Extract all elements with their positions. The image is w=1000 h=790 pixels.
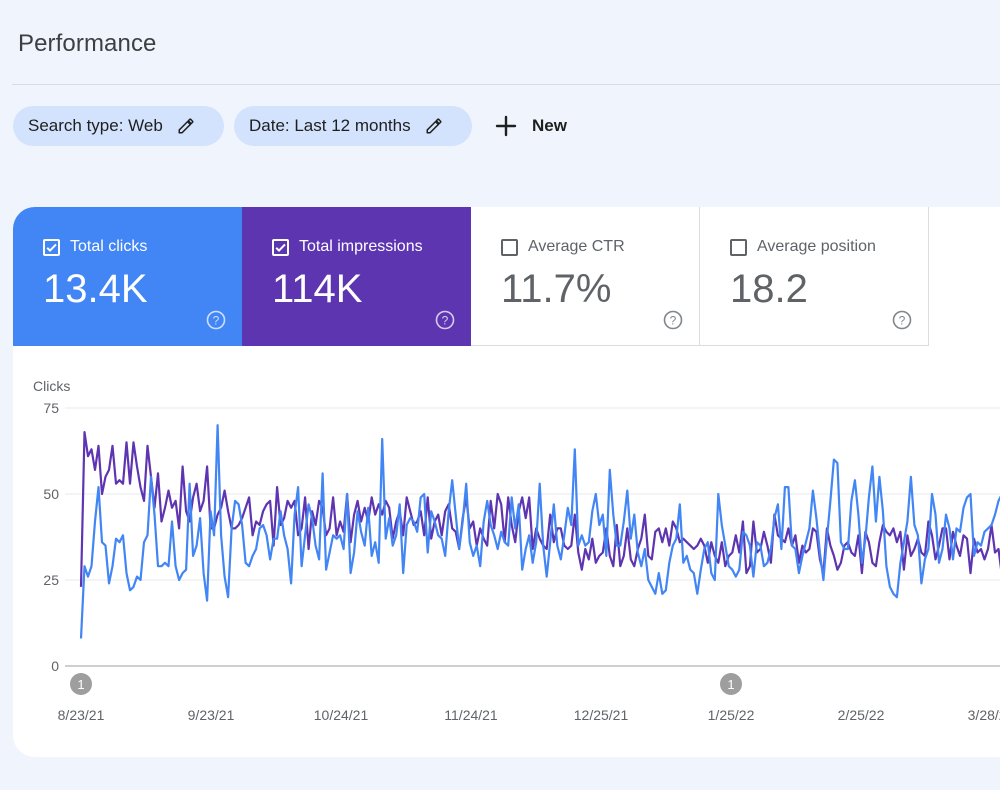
x-tick-label: 9/23/21 bbox=[188, 707, 235, 723]
average-ctr-checkbox[interactable] bbox=[501, 239, 518, 256]
total-impressions-checkbox[interactable] bbox=[272, 239, 289, 256]
help-circle-icon[interactable]: ? bbox=[435, 310, 455, 330]
clicks-series-line bbox=[79, 424, 1000, 639]
x-tick-label: 1/25/22 bbox=[708, 707, 755, 723]
help-circle-icon[interactable]: ? bbox=[663, 310, 683, 330]
average-position-value: 18.2 bbox=[730, 267, 808, 311]
check-icon bbox=[46, 243, 57, 253]
y-tick-label: 25 bbox=[43, 572, 59, 588]
annotation-marker[interactable]: 1 bbox=[70, 673, 92, 695]
help-circle-icon[interactable]: ? bbox=[892, 310, 912, 330]
annotation-label: 1 bbox=[727, 677, 734, 692]
total-impressions-value: 114K bbox=[272, 267, 363, 311]
plus-icon bbox=[495, 115, 517, 137]
total-clicks-label: Total clicks bbox=[70, 238, 148, 255]
average-ctr-label: Average CTR bbox=[528, 238, 625, 255]
metric-average-ctr[interactable]: Average CTR 11.7% ? bbox=[471, 207, 700, 346]
new-filter-button[interactable]: New bbox=[494, 110, 567, 142]
average-ctr-value: 11.7% bbox=[501, 267, 612, 311]
performance-card: Total clicks 13.4K ? Total impressions 1… bbox=[13, 207, 1000, 757]
y-tick-label: 75 bbox=[43, 400, 59, 416]
total-clicks-value: 13.4K bbox=[43, 267, 148, 311]
metric-total-clicks[interactable]: Total clicks 13.4K ? bbox=[13, 207, 242, 346]
svg-text:?: ? bbox=[213, 314, 220, 328]
x-tick-label: 10/24/21 bbox=[314, 707, 369, 723]
search-type-filter-label: Search type: Web bbox=[28, 116, 163, 135]
total-clicks-checkbox[interactable] bbox=[43, 239, 60, 256]
average-position-label: Average position bbox=[757, 238, 876, 255]
y-tick-label: 50 bbox=[43, 486, 59, 502]
x-tick-label: 3/28/22 bbox=[968, 707, 1000, 723]
svg-text:?: ? bbox=[442, 314, 449, 328]
search-type-filter-chip[interactable]: Search type: Web bbox=[13, 106, 224, 146]
metric-total-impressions[interactable]: Total impressions 114K ? bbox=[242, 207, 471, 346]
total-impressions-label: Total impressions bbox=[299, 238, 423, 255]
svg-text:?: ? bbox=[899, 314, 906, 328]
x-tick-label: 11/24/21 bbox=[444, 707, 498, 723]
x-tick-label: 8/23/21 bbox=[58, 707, 105, 723]
annotation-circle bbox=[70, 673, 92, 695]
date-filter-label: Date: Last 12 months bbox=[249, 116, 411, 135]
check-icon bbox=[275, 243, 286, 253]
help-circle-icon[interactable]: ? bbox=[206, 310, 226, 330]
annotation-marker[interactable]: 1 bbox=[720, 673, 742, 695]
annotation-circle bbox=[720, 673, 742, 695]
metric-average-position[interactable]: Average position 18.2 ? bbox=[700, 207, 929, 346]
svg-text:?: ? bbox=[670, 314, 677, 328]
date-filter-chip[interactable]: Date: Last 12 months bbox=[234, 106, 472, 146]
pencil-icon bbox=[178, 118, 194, 134]
average-position-checkbox[interactable] bbox=[730, 239, 747, 256]
x-tick-label: 2/25/22 bbox=[838, 707, 885, 723]
new-filter-label: New bbox=[532, 116, 567, 135]
header-divider bbox=[12, 84, 1000, 85]
y-tick-label: 0 bbox=[51, 658, 59, 674]
annotation-label: 1 bbox=[77, 677, 84, 692]
y-axis-title: Clicks bbox=[33, 378, 70, 394]
page-title: Performance bbox=[18, 30, 157, 57]
x-tick-label: 12/25/21 bbox=[574, 707, 629, 723]
pencil-icon bbox=[426, 118, 442, 134]
